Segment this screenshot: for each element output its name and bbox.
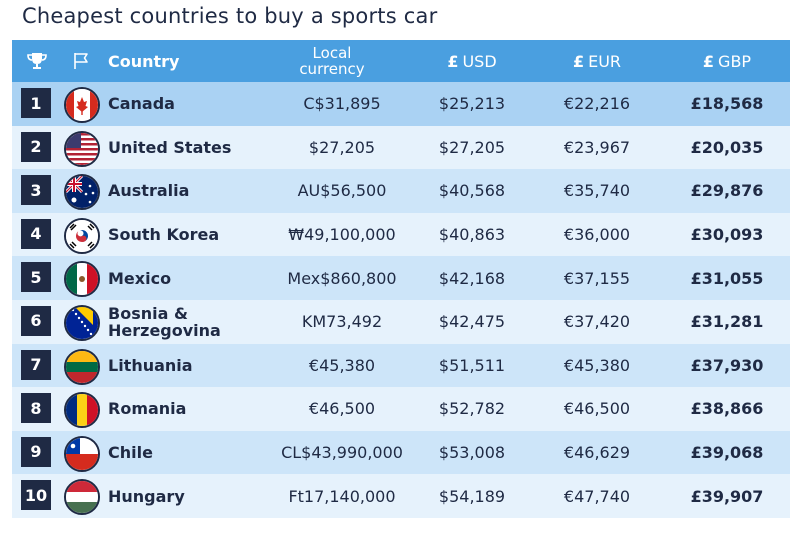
gbp-price: £39,068: [690, 443, 764, 463]
south-korea-flag-icon: [64, 217, 100, 254]
country-name: Bosnia & Herzegovina: [108, 303, 221, 340]
romania-flag-icon: [64, 392, 100, 429]
table-body: 1 Canada C$31,895 $25,213 €22,216 £18,568 2 Uni…: [12, 82, 790, 518]
usd-symbol: £: [447, 51, 459, 71]
country-name: Hungary: [108, 486, 185, 506]
eur-price: €37,420: [563, 312, 631, 332]
canada-flag-icon: [64, 87, 100, 123]
usd-price: $40,863: [438, 225, 506, 245]
eur-price: €23,967: [563, 137, 631, 157]
rank-badge: 7: [21, 349, 51, 380]
local-price: C$31,895: [303, 94, 381, 114]
rank-badge: 3: [21, 175, 51, 206]
gbp-price: £38,866: [690, 399, 764, 419]
rank-badge: 8: [21, 393, 51, 424]
local-header-line2: currency: [299, 60, 365, 78]
eur-price: €35,740: [563, 181, 631, 201]
local-price: $27,205: [308, 137, 376, 157]
rank-badge: 5: [21, 262, 51, 293]
flag-icon: [72, 52, 90, 74]
local-price: ₩49,100,000: [288, 225, 396, 245]
trophy-icon: [26, 51, 48, 75]
gbp-price: £31,055: [690, 268, 764, 288]
country-name: Chile: [108, 443, 153, 463]
eur-price: €46,500: [563, 399, 631, 419]
eur-price: €45,380: [563, 355, 631, 375]
gbp-header: £ GBP: [677, 52, 777, 71]
local-price: €45,380: [308, 355, 376, 375]
local-price: AU$56,500: [297, 181, 387, 201]
usd-price: $25,213: [438, 94, 506, 114]
local-currency-header: Local currency: [282, 45, 382, 77]
hungary-flag-icon: [64, 479, 100, 516]
table-row: 4 South Korea ₩49,100,000 $40,863 €36,000 £30…: [12, 212, 790, 257]
eur-label: EUR: [588, 51, 622, 71]
rank-badge: 1: [21, 88, 51, 118]
country-header: Country: [108, 51, 180, 71]
country-name: Canada: [108, 94, 175, 114]
table-row: 9 Chile CL$43,990,000 $53,008 €46,629 £39,068: [12, 430, 790, 475]
gbp-symbol: £: [702, 51, 715, 71]
eur-price: €36,000: [563, 225, 631, 245]
usd-label: USD: [462, 51, 497, 71]
table-row: 7 Lithuania €45,380 $51,511 €45,380 £37,930: [12, 343, 790, 388]
local-price: Ft17,140,000: [288, 486, 396, 506]
table-row: 6 Bosnia & Herzegovina KM73,492 $42,475 €37,…: [12, 299, 790, 344]
table-row: 2 United States $27,205 $27,205 €23,967 £20,0…: [12, 125, 790, 170]
eur-price: €46,629: [563, 443, 631, 463]
country-name: Romania: [108, 399, 187, 419]
usd-price: $42,475: [438, 312, 506, 332]
rank-badge: 9: [21, 436, 51, 467]
usd-price: $51,511: [438, 355, 506, 375]
table-row: 3 Australia AU$56,500 $40,568 €35,740 £29,876: [12, 169, 790, 213]
usa-flag-icon: [64, 130, 100, 167]
table-row: 10 Hungary Ft17,140,000 $54,189 €47,740 £39,9…: [12, 474, 790, 518]
table-row: 1 Canada C$31,895 $25,213 €22,216 £18,568: [12, 82, 790, 126]
usd-header: £ USD: [422, 52, 522, 71]
rank-badge: 10: [21, 480, 51, 511]
chile-flag-icon: [64, 435, 100, 472]
rank-badge: 2: [21, 131, 51, 162]
country-name: Lithuania: [108, 355, 193, 375]
mexico-flag-icon: [64, 261, 100, 298]
rank-badge: 6: [21, 305, 51, 336]
country-name: United States: [108, 137, 232, 157]
gbp-price: £30,093: [690, 225, 764, 245]
gbp-price: £29,876: [690, 181, 764, 201]
rank-badge: 4: [21, 218, 51, 249]
eur-symbol: £: [572, 51, 585, 71]
usd-price: $53,008: [438, 443, 506, 463]
table-row: 5 Mexico Mex$860,800 $42,168 €37,155 £31,055: [12, 256, 790, 300]
local-price: CL$43,990,000: [281, 443, 403, 463]
local-price: €46,500: [308, 399, 376, 419]
usd-price: $54,189: [438, 486, 506, 506]
local-header-line1: Local: [312, 44, 352, 62]
country-name: Australia: [108, 181, 190, 201]
usd-price: $42,168: [438, 268, 506, 288]
eur-price: €47,740: [563, 486, 631, 506]
country-name: Mexico: [108, 268, 172, 288]
bosnia-flag-icon: [64, 304, 100, 341]
country-name: South Korea: [108, 225, 220, 245]
eur-header: £ EUR: [547, 52, 647, 71]
usd-price: $52,782: [438, 399, 506, 419]
gbp-price: £31,281: [690, 312, 764, 332]
eur-price: €22,216: [563, 94, 631, 114]
table-row: 8 Romania €46,500 $52,782 €46,500 £38,866: [12, 387, 790, 431]
gbp-price: £18,568: [690, 94, 764, 114]
lithuania-flag-icon: [64, 348, 100, 385]
gbp-label: GBP: [718, 51, 752, 71]
local-price: KM73,492: [301, 312, 383, 332]
page-title: Cheapest countries to buy a sports car: [22, 4, 438, 28]
usd-price: $40,568: [438, 181, 506, 201]
gbp-price: £37,930: [690, 355, 764, 375]
australia-flag-icon: [64, 174, 100, 211]
local-price: Mex$860,800: [287, 268, 397, 288]
table-header: Country Local currency £ USD £ EUR £ GBP: [12, 40, 790, 82]
usd-price: $27,205: [438, 137, 506, 157]
gbp-price: £39,907: [690, 486, 764, 506]
gbp-price: £20,035: [690, 137, 764, 157]
eur-price: €37,155: [563, 268, 631, 288]
